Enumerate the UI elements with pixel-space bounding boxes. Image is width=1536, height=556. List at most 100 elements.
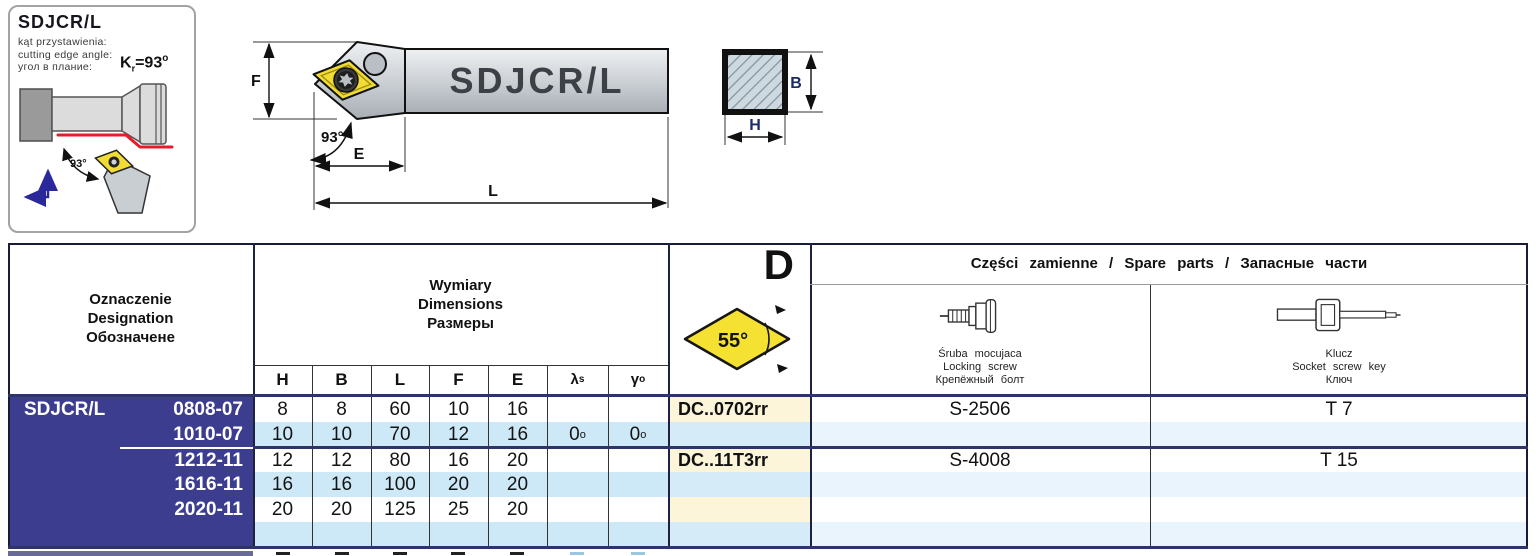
designation-header-ru: Обозначене [86, 329, 175, 346]
col-header-h: H [276, 369, 289, 389]
row-strip [668, 497, 810, 522]
dim-value: 10 [330, 423, 353, 445]
designation-column-bg [8, 397, 253, 546]
dim-value: 10 [271, 423, 294, 445]
angle-arc-arrow [309, 121, 353, 165]
col-header-b: B [335, 369, 348, 389]
socket-key-label: Klucz Socket screw key Ключ [1150, 348, 1528, 387]
dim-value: 8 [277, 398, 288, 420]
row-strip [253, 497, 668, 522]
workpiece-flange [139, 83, 167, 145]
dimensions-header-ru: Размеры [427, 314, 494, 332]
dim-f-label: F [251, 73, 261, 90]
size-row: 2020-11 [174, 498, 243, 520]
dim-value: 12 [330, 449, 353, 471]
next-table-fragment [510, 552, 524, 555]
dim-value: 16 [506, 423, 529, 445]
dim-value: 12 [447, 423, 470, 445]
caption-line-pl: kąt przystawienia: [18, 36, 107, 48]
row-strip [668, 447, 810, 472]
dim-e-label: E [354, 146, 365, 163]
insert-diamond [94, 149, 134, 175]
info-box-caption: kąt przystawienia: cutting edge angle: у… [18, 36, 112, 74]
info-box: SDJCR/L kąt przystawienia: cutting edge … [8, 5, 196, 233]
dimensions-header-en: Dimensions [417, 295, 504, 313]
screw-label-en: Locking screw [943, 361, 1017, 373]
designation-header: Oznaczenie Designation Обозначене [8, 243, 253, 394]
next-table-fragment [570, 552, 584, 555]
dim-value: 80 [389, 449, 411, 471]
row-strip [668, 422, 810, 447]
designation-header-pl: Oznaczenie [89, 291, 172, 308]
feed-direction-arrows [23, 168, 58, 207]
dim-value: 60 [389, 398, 411, 420]
screw-code: S-4008 [949, 449, 1011, 471]
dimensions-header-pl: Wymiary [429, 276, 492, 294]
dim-b-label: B [790, 75, 802, 92]
info-box-title: SDJCR/L [18, 12, 103, 32]
dim-value: 16 [330, 473, 353, 495]
dim-value: 8 [336, 398, 347, 420]
row-strip [668, 522, 810, 546]
screw-label-pl: Śruba mocujaca [938, 348, 1022, 360]
angle-label: 93° [70, 158, 87, 170]
dim-value: 16 [447, 449, 470, 471]
tool-side-view-drawing: SDJCR/L 93° F E L [251, 41, 669, 210]
next-table-fragment [276, 552, 290, 555]
col-header-f: F [453, 369, 464, 389]
insert-code: DC..11T3rr [678, 450, 769, 470]
dim-value: 20 [506, 473, 529, 495]
shank-cross-section-drawing: B H [722, 49, 823, 145]
dim-h-label: H [749, 117, 761, 134]
size-label: 0808-07 [173, 398, 243, 420]
dim-value: 20 [271, 498, 294, 520]
cutting-edge-angle-value: Kr=93o [120, 53, 169, 74]
dim-value: 125 [384, 498, 416, 520]
dimensions-header: Wymiary Dimensions Размеры [253, 243, 668, 365]
socket-key-cell: Klucz Socket screw key Ключ [1150, 284, 1528, 394]
cutting-path-red-line [56, 133, 174, 149]
row-strip [810, 522, 1528, 546]
locking-screw-label: Śruba mocujaca Locking screw Крепёжный б… [810, 348, 1150, 387]
dim-value: 100 [384, 473, 416, 495]
screw-hole [363, 52, 387, 76]
grid-line [1150, 284, 1151, 546]
insert-shape-letter: D [763, 241, 794, 288]
dim-value: 20 [506, 498, 529, 520]
col-header-e: E [511, 369, 524, 389]
caption-line-ru: угол в плание: [18, 61, 93, 73]
holder-body [404, 48, 669, 114]
next-table-fragment [335, 552, 349, 555]
designation-separator [120, 447, 253, 449]
grid-line [312, 365, 313, 546]
size-row: 1010-07 [173, 423, 243, 445]
grid-line [371, 365, 372, 546]
grid-line [429, 365, 430, 546]
locking-screw-cell: Śruba mocujaca Locking screw Крепёжный б… [810, 284, 1150, 394]
pointer-arrow [777, 364, 788, 373]
table-border-top [8, 243, 1528, 245]
shank-square [722, 49, 788, 115]
series-label: SDJCR/L [24, 398, 106, 420]
spare-parts-header: Części zamienne / Spare parts / Запасные… [970, 255, 1368, 272]
locking-screw-icon [939, 299, 997, 333]
chuck-shape [19, 88, 53, 142]
workpiece-cylinder [51, 96, 123, 132]
dim-value: 20 [506, 449, 529, 471]
grid-line [547, 365, 548, 546]
col-header-l: L [394, 369, 406, 389]
size-row: 1212-11 [174, 449, 243, 471]
key-code: T 15 [1320, 449, 1358, 471]
torx-screw [338, 73, 354, 87]
grid-line [488, 365, 489, 546]
row-strip [810, 472, 1528, 497]
row-strip [253, 397, 668, 422]
group-separator [253, 446, 1528, 449]
key-label-ru: Ключ [1325, 374, 1353, 386]
key-label-en: Socket screw key [1292, 361, 1386, 373]
next-table-fragment [631, 552, 645, 555]
